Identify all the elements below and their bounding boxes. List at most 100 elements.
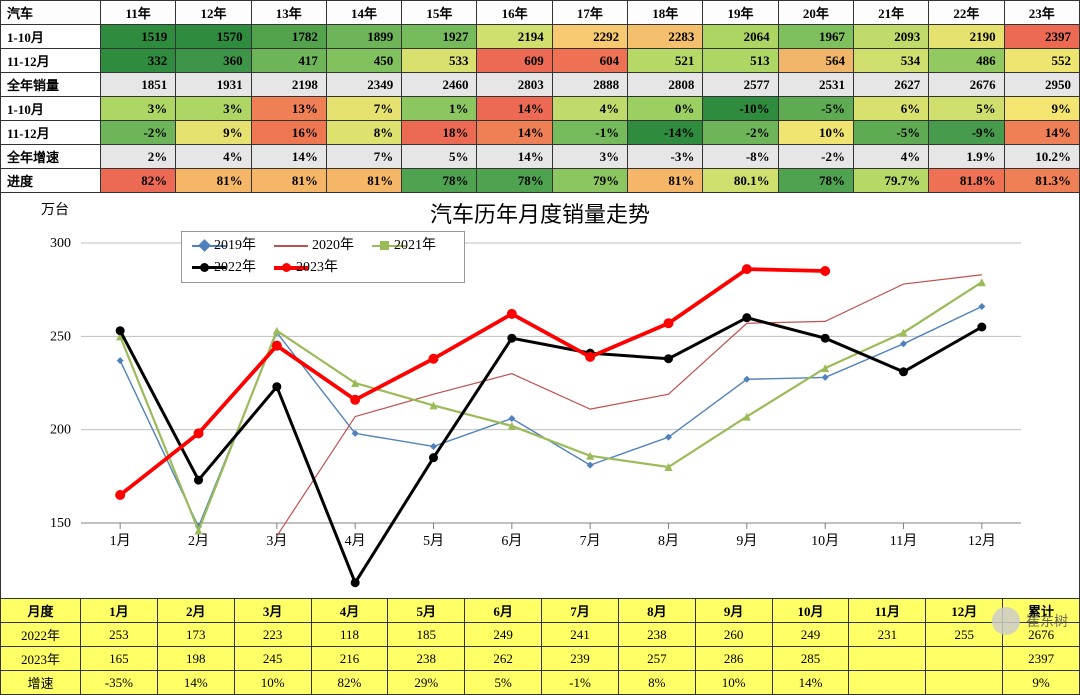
top-cell: 7% [326,97,401,121]
svg-text:300: 300 [50,236,71,251]
top-cell: 2803 [477,73,552,97]
line-chart: 万台 汽车历年月度销量走势 1502002503001月2月3月4月5月6月7月… [0,193,1080,598]
top-cell: 1782 [251,25,326,49]
top-cell: 1.9% [929,145,1004,169]
legend-label: 2019年 [214,238,256,253]
top-cell: 2808 [628,73,703,97]
top-row-label: 11-12月 [1,121,101,145]
bottom-header: 10月 [772,599,849,623]
top-heatmap-table: 汽车11年12年13年14年15年16年17年18年19年20年21年22年23… [0,0,1080,193]
top-cell: 513 [703,49,778,73]
top-cell: 533 [402,49,477,73]
legend-item: 2020年 [274,235,354,257]
top-year-header: 14年 [326,1,401,25]
svg-text:9月: 9月 [736,533,757,549]
top-cell: 81% [176,169,251,193]
bottom-cell: 249 [465,623,542,647]
top-year-header: 23年 [1004,1,1079,25]
top-cell: 78% [402,169,477,193]
top-cell: 417 [251,49,326,73]
bottom-cell: -35% [81,671,158,695]
top-cell: 79% [552,169,627,193]
svg-text:11月: 11月 [890,533,917,549]
top-cell: 18% [402,121,477,145]
top-cell: 2190 [929,25,1004,49]
bottom-cell: 262 [465,647,542,671]
top-row-label: 全年增速 [1,145,101,169]
bottom-cell: 8% [618,671,695,695]
watermark: 崔东树 [992,607,1068,635]
top-cell: 2349 [326,73,401,97]
top-year-header: 12年 [176,1,251,25]
top-row-label: 11-12月 [1,49,101,73]
top-cell: 2292 [552,25,627,49]
bottom-header: 2月 [157,599,234,623]
top-cell: 2397 [1004,25,1079,49]
top-table-row: 11-12月3323604174505336096045215135645344… [1,49,1080,73]
top-cell: 1% [402,97,477,121]
top-cell: 2283 [628,25,703,49]
top-year-header: 17年 [552,1,627,25]
bottom-cell: 249 [772,623,849,647]
bottom-cell: 10% [695,671,772,695]
top-cell: 81% [628,169,703,193]
bottom-cell: 82% [311,671,388,695]
top-cell: 486 [929,49,1004,73]
top-cell: 4% [552,97,627,121]
top-cell: 2627 [853,73,928,97]
svg-text:200: 200 [50,423,71,438]
legend-label: 2021年 [394,238,436,253]
avatar-icon [992,607,1020,635]
legend-label: 2022年 [214,260,256,275]
top-year-header: 13年 [251,1,326,25]
top-cell: -1% [552,121,627,145]
top-cell: 7% [326,145,401,169]
bottom-cell: 14% [772,671,849,695]
bottom-cell: 286 [695,647,772,671]
top-cell: 1927 [402,25,477,49]
svg-text:7月: 7月 [580,533,601,549]
legend-item: 2021年 [372,235,436,257]
top-cell: 14% [477,145,552,169]
svg-text:250: 250 [50,329,71,344]
top-cell: 82% [101,169,176,193]
bottom-cell: 165 [81,647,158,671]
top-table-row: 全年增速2%4%14%7%5%14%3%-3%-8%-2%4%1.9%10.2% [1,145,1080,169]
top-cell: -9% [929,121,1004,145]
chart-legend: 2019年2020年2021年2022年2023年 [181,231,465,283]
top-year-header: 19年 [703,1,778,25]
top-table-row: 1-10月3%3%13%7%1%14%4%0%-10%-5%6%5%9% [1,97,1080,121]
top-row-label: 1-10月 [1,97,101,121]
top-cell: -5% [853,121,928,145]
top-cell: -5% [778,97,853,121]
top-cell: 5% [402,145,477,169]
top-cell: 78% [778,169,853,193]
top-cell: -3% [628,145,703,169]
top-cell: 521 [628,49,703,73]
top-cell: 8% [326,121,401,145]
bottom-cell: 257 [618,647,695,671]
top-cell: 1967 [778,25,853,49]
bottom-cell [926,647,1003,671]
bottom-cell: 238 [618,623,695,647]
top-cell: 14% [251,145,326,169]
bottom-cell: 10% [234,671,311,695]
bottom-header: 1月 [81,599,158,623]
watermark-text: 崔东树 [1026,611,1068,631]
svg-text:6月: 6月 [501,533,522,549]
top-cell: 2064 [703,25,778,49]
bottom-header: 7月 [542,599,619,623]
svg-text:5月: 5月 [423,533,444,549]
top-cell: 2950 [1004,73,1079,97]
top-cell: 450 [326,49,401,73]
bottom-cell [849,647,926,671]
bottom-row-label: 2022年 [1,623,81,647]
top-cell: 2% [101,145,176,169]
bottom-cell: 5% [465,671,542,695]
top-cell: 3% [176,97,251,121]
bottom-row: 2023年1651982452162382622392572862852397 [1,647,1080,671]
top-cell: 81.3% [1004,169,1079,193]
bottom-cell: -1% [542,671,619,695]
top-cell: 9% [1004,97,1079,121]
top-cell: 13% [251,97,326,121]
